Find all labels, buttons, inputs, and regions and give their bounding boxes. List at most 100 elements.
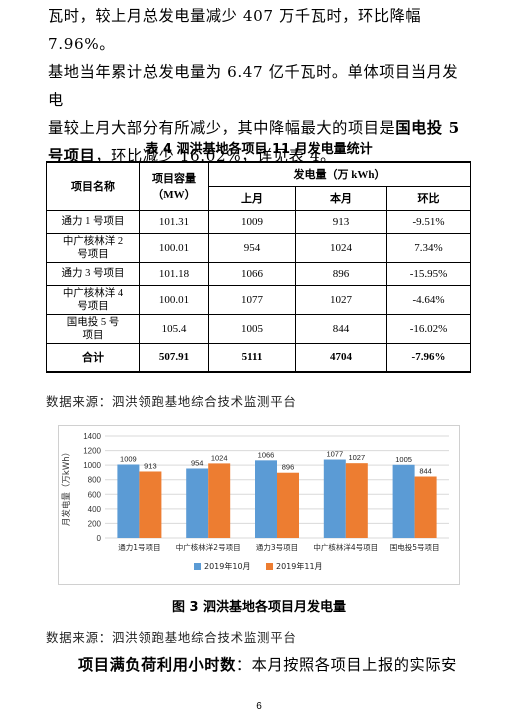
text-line: 基地当年累计总发电量为 6.47 亿千瓦时。单体项目当月发电 [48,63,459,109]
cell-this: 896 [295,261,387,286]
cell-last: 1077 [208,284,296,315]
data-label: 1005 [395,455,412,464]
page-number: 6 [256,701,262,712]
y-tick-label: 0 [97,534,102,543]
y-axis-label: 月发电量（万kWh） [61,448,72,526]
cell-this: 1027 [295,284,387,315]
x-tick-label: 国电投5号项目 [390,542,440,552]
cell-name: 国电投 5 号项目 [46,313,140,344]
cell-capacity: 507.91 [139,342,209,373]
cell-capacity: 101.18 [139,261,209,286]
x-tick-label: 通力1号项目 [118,542,160,552]
table-row: 通力 3 号项目 101.18 1066 896 -15.95% [46,261,471,286]
legend-label: 2019年10月 [204,561,251,571]
cell-this: 4704 [295,342,387,373]
text-line: 量较上月大部分有所减少，其中降幅最大的项目是国电投 5 [48,114,473,142]
table-row: 通力 1 号项目 101.31 1009 913 -9.51% [46,209,471,234]
data-label: 1024 [211,453,228,462]
data-label: 913 [144,461,157,470]
header-mom: 环比 [386,185,471,211]
body-paragraph: 项目满负荷利用小时数：本月按照各项目上报的实际安 [48,651,473,679]
cell-name: 通力 3 号项目 [46,261,140,286]
cell-capacity: 100.01 [139,284,209,315]
header-this-month: 本月 [295,185,387,211]
header-capacity: 项目容量（MW） [139,161,209,211]
bold-heading: 项目满负荷利用小时数 [78,656,236,674]
y-tick-label: 600 [88,490,102,499]
body-paragraph: 瓦时，较上月总发电量减少 407 万千瓦时，环比降幅 7.96%。 基地当年累计… [48,2,473,170]
cell-capacity: 101.31 [139,209,209,234]
text-span: ，环比减少 16.02%，详见表 4。 [95,147,336,165]
y-tick-label: 200 [88,519,102,528]
table-caption: 表 4 泗洪基地各项目 11 月发电量统计 [145,142,373,157]
cell-name: 中广核林洋 2 号项目 [46,232,140,263]
cell-name: 中广核林洋 4 号项目 [46,284,140,315]
text-line: 瓦时，较上月总发电量减少 407 万千瓦时，环比降幅 7.96%。 [48,7,422,53]
bar [117,464,140,538]
data-label: 954 [191,458,204,467]
legend-swatch [266,563,273,570]
cell-name: 通力 1 号项目 [46,209,140,234]
data-source-note: 数据来源：泗洪领跑基地综合技术监测平台 [46,394,297,409]
cell-last: 1009 [208,209,296,234]
cell-mom: -4.64% [386,284,471,315]
y-tick-label: 400 [88,505,102,514]
bar-chart: 0 200 400 600 800 1000 1200 1400 月发电量（万kWh） 1009 9… [61,432,449,571]
text-span: 量较上月大部分有所减少，其中降幅最大的项目是 [48,119,396,137]
bar [255,460,277,538]
figure-caption: 图 3 泗洪基地各项目月发电量 [171,600,347,615]
bar [208,463,231,538]
y-tick-label: 1200 [83,447,101,456]
y-tick-label: 800 [88,476,102,485]
x-tick-label: 中广核林洋2号项目 [176,542,241,552]
cell-last: 1005 [208,313,296,344]
legend-swatch [194,563,201,570]
cell-this: 1024 [295,232,387,263]
data-label: 1066 [258,450,275,459]
bar [139,471,162,538]
cell-mom: -15.95% [386,261,471,286]
bar [414,476,437,538]
cell-mom: -16.02% [386,313,471,344]
generation-table: 项目名称 项目容量（MW） 发电量（万 kWh） 上月 本月 环比 通力 1 号… [46,161,471,373]
bar [392,464,415,538]
header-generation: 发电量（万 kWh） [208,161,471,187]
cell-last: 954 [208,232,296,263]
text-line: 号项目，环比减少 16.02%，详见表 4。 [48,142,473,170]
cell-mom: -7.96% [386,342,471,373]
table-row: 中广核林洋 4 号项目 100.01 1077 1027 -4.64% [46,284,471,315]
bar [277,472,299,538]
x-tick-label: 中广核林洋4号项目 [313,542,378,552]
y-tick-label: 1000 [83,461,101,470]
cell-this: 913 [295,209,387,234]
table-total-row: 合计 507.91 5111 4704 -7.96% [46,342,471,373]
data-label: 844 [419,467,432,476]
data-label: 1027 [348,453,365,462]
bold-project-name: 国电投 5 [395,119,460,137]
header-project-name: 项目名称 [46,161,140,211]
header-last-month: 上月 [208,185,296,211]
bar [345,463,368,538]
data-label: 896 [282,463,295,472]
text-span: ：本月按照各项目上报的实际安 [235,656,457,674]
table-row: 中广核林洋 2 号项目 100.01 954 1024 7.34% [46,232,471,263]
cell-this: 844 [295,313,387,344]
bold-project-name: 号项目 [48,147,96,165]
cell-capacity: 105.4 [139,313,209,344]
legend-label: 2019年11月 [276,561,323,571]
data-label: 1077 [326,450,343,459]
cell-last: 1066 [208,261,296,286]
bar [186,468,209,538]
cell-capacity: 100.01 [139,232,209,263]
cell-mom: -9.51% [386,209,471,234]
cell-mom: 7.34% [386,232,471,263]
data-label: 1009 [120,454,137,463]
bar [323,459,346,538]
cell-name: 合计 [46,342,140,373]
table-row: 国电投 5 号项目 105.4 1005 844 -16.02% [46,313,471,344]
chart-container: 0 200 400 600 800 1000 1200 1400 月发电量（万kWh） 1009 9… [58,425,460,585]
text-line: 项目满负荷利用小时数：本月按照各项目上报的实际安 [48,651,473,679]
x-tick-label: 通力3号项目 [256,542,298,552]
cell-last: 5111 [208,342,296,373]
data-source-note: 数据来源：泗洪领跑基地综合技术监测平台 [46,630,297,645]
